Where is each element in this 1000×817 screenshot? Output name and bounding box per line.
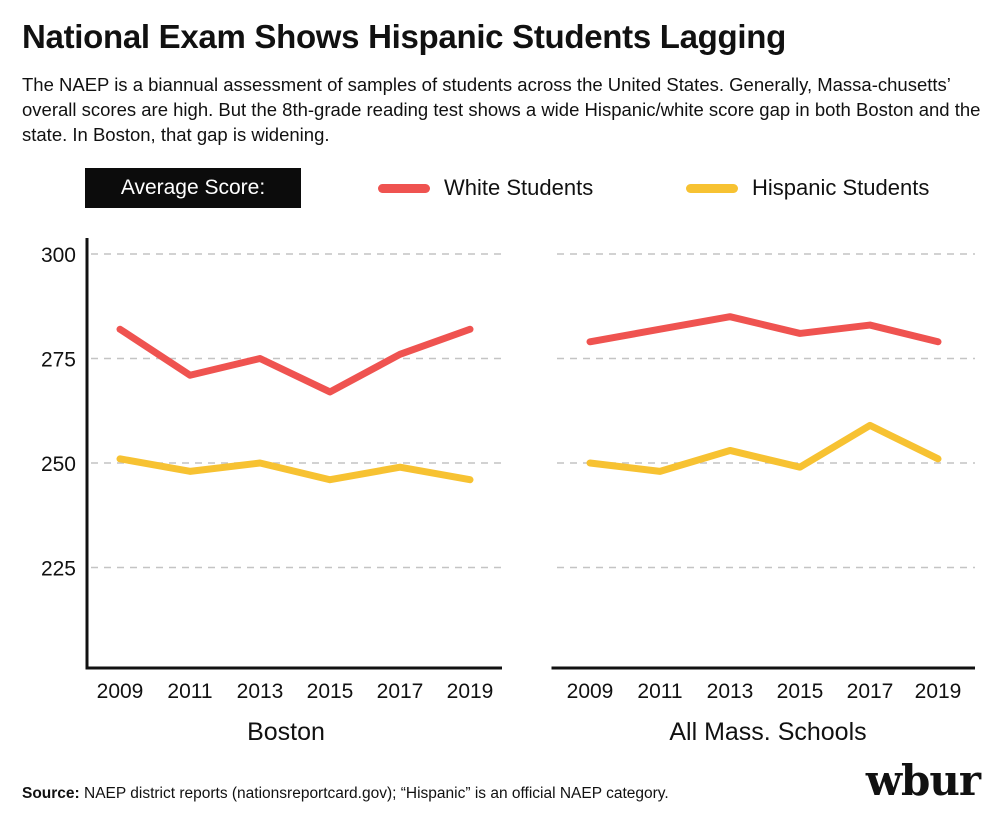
boston-series-white-line <box>116 325 474 396</box>
mass-x-tick-label-2019: 2019 <box>915 680 962 703</box>
y-tick-label-225: 225 <box>41 558 76 581</box>
boston-x-tick-label-2009: 2009 <box>97 680 144 703</box>
source-note: Source: NAEP district reports (nationsre… <box>22 785 669 803</box>
mass-x-tick-label-2017: 2017 <box>847 680 894 703</box>
boston-x-tick-label-2017: 2017 <box>377 680 424 703</box>
y-tick-label-250: 250 <box>41 453 76 476</box>
source-text: NAEP district reports (nationsreportcard… <box>79 785 669 802</box>
legend-label-white: White Students <box>444 175 594 200</box>
legend-heading: Average Score: <box>85 168 301 208</box>
legend-label-hispanic: Hispanic Students <box>752 175 930 200</box>
y-tick-label-300: 300 <box>41 244 76 267</box>
mass-x-tick-label-2013: 2013 <box>707 680 754 703</box>
boston-panel-title: Boston <box>247 718 325 746</box>
mass-series-white-line <box>586 313 942 346</box>
legend-swatch-white <box>378 183 430 193</box>
wbur-logo: wbur <box>865 756 981 805</box>
boston-x-tick-label-2015: 2015 <box>307 680 354 703</box>
boston-x-tick-label-2011: 2011 <box>167 680 212 703</box>
chart-description: The NAEP is a biannual assessment of sam… <box>22 74 981 145</box>
boston-x-tick-label-2019: 2019 <box>447 680 494 703</box>
mass-panel-title: All Mass. Schools <box>669 718 866 746</box>
y-tick-label-275: 275 <box>41 349 76 372</box>
mass-x-tick-label-2011: 2011 <box>637 680 682 703</box>
legend-swatch-hispanic <box>686 183 738 193</box>
legend-item-white: White Students <box>378 172 593 204</box>
legend-item-hispanic: Hispanic Students <box>686 172 929 204</box>
chart-title: National Exam Shows Hispanic Students La… <box>22 18 786 55</box>
mass-series-hispanic-line <box>586 421 942 475</box>
boston-x-tick-label-2013: 2013 <box>237 680 284 703</box>
source-label: Source: <box>22 785 80 802</box>
mass-x-tick-label-2015: 2015 <box>777 680 824 703</box>
mass-x-tick-label-2009: 2009 <box>567 680 614 703</box>
boston-series-hispanic-line <box>116 455 474 484</box>
